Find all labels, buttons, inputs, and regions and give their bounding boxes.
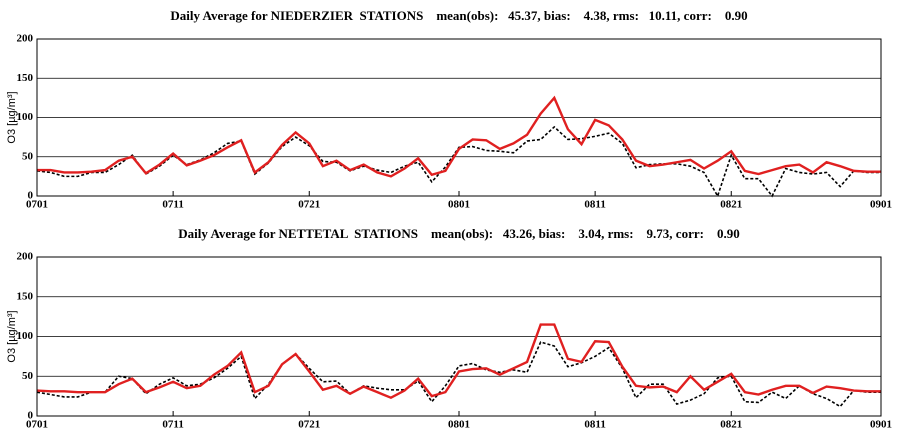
x-tick-label: 0701: [26, 419, 48, 431]
x-tick-label: 0901: [870, 199, 892, 211]
series-line: [36, 341, 881, 408]
x-tick-label: 0721: [298, 199, 320, 211]
x-tick-label: 0811: [584, 419, 605, 431]
y-tick-label: 100: [17, 111, 34, 123]
x-tick-label: 0811: [584, 199, 605, 211]
x-tick-label: 0711: [162, 419, 183, 431]
x-tick-label: 0721: [298, 419, 320, 431]
y-tick-label: 50: [22, 150, 34, 162]
y-tick-label: 200: [17, 251, 34, 263]
x-tick-label: 0801: [448, 419, 470, 431]
y-tick-label: 100: [17, 330, 34, 342]
x-tick-label: 0821: [720, 419, 742, 431]
x-tick-label: 0901: [870, 419, 892, 431]
y-tick-label: 150: [17, 290, 34, 302]
y-tick-label: 50: [22, 370, 34, 382]
x-tick-label: 0821: [720, 199, 742, 211]
y-tick-label: 150: [17, 72, 34, 84]
y-tick-label: 0: [28, 410, 34, 422]
y-tick-label: 200: [17, 33, 34, 45]
y-axis-label: O3 [µg/m³]: [6, 310, 18, 362]
x-tick-label: 0801: [448, 199, 470, 211]
x-tick-label: 0711: [162, 199, 183, 211]
series-line: [36, 125, 881, 198]
series-line: [37, 95, 881, 178]
chart-title: Daily Average for NIEDERZIER STATIONS me…: [170, 8, 747, 23]
chart-title: Daily Average for NETTETAL STATIONS mean…: [178, 226, 739, 241]
x-tick-label: 0701: [26, 199, 48, 211]
plot-frame: [36, 38, 882, 197]
plot-frame: [36, 256, 882, 417]
y-tick-label: 0: [28, 190, 34, 202]
y-axis-label: O3 [µg/m³]: [6, 91, 18, 143]
series-line: [36, 323, 881, 400]
